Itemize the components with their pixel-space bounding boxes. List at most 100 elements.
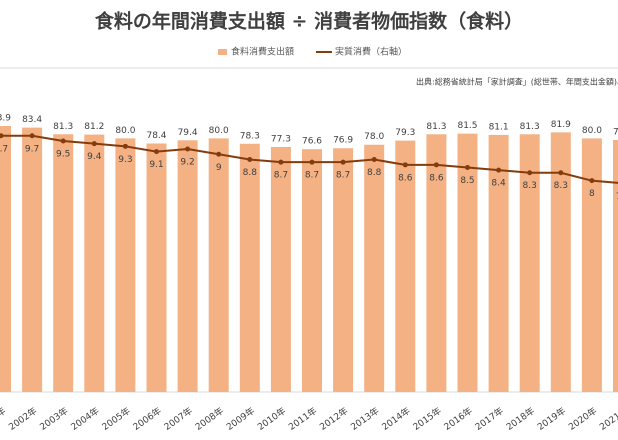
data-label: 76.9 (333, 136, 353, 146)
data-label: 81.2 (84, 122, 104, 132)
bar (519, 134, 540, 393)
bar (0, 126, 11, 393)
point (558, 170, 564, 176)
bar (488, 134, 509, 392)
bar (208, 138, 229, 392)
point (278, 159, 284, 165)
bar (84, 134, 105, 392)
data-label: 9.1 (149, 160, 163, 170)
point (465, 164, 470, 170)
x-tick-label: 2014年 (379, 405, 412, 433)
data-label: 8.6 (398, 173, 413, 183)
data-label: 80.0 (209, 126, 229, 136)
point (527, 170, 533, 176)
data-label: 8.4 (491, 179, 506, 189)
x-tick-label: 2017年 (473, 405, 506, 433)
x-tick-label: 2013年 (348, 405, 381, 433)
x-tick-label: 2021年 (597, 405, 618, 433)
point (185, 146, 191, 152)
bar (177, 140, 198, 392)
bar (22, 127, 43, 392)
point (247, 157, 253, 163)
data-label: 8.6 (429, 173, 444, 183)
x-tick-label: 2009年 (224, 405, 257, 433)
point (154, 149, 159, 155)
data-label: 78.3 (240, 131, 260, 141)
bar (581, 138, 602, 392)
bar (364, 144, 385, 392)
data-label: 9.4 (87, 152, 102, 162)
x-tick-label: 2004年 (68, 405, 101, 433)
data-label: 76.6 (302, 137, 322, 147)
data-label: 7.9 (616, 192, 618, 202)
data-label: 80.0 (115, 126, 135, 136)
bar (550, 132, 571, 392)
x-tick-label: 2012年 (317, 405, 350, 433)
data-label: 8 (589, 189, 595, 199)
data-label: 8.5 (460, 176, 474, 186)
bar (613, 139, 618, 392)
data-label: 8.3 (523, 181, 537, 191)
bar (395, 140, 416, 392)
data-label: 80.0 (582, 126, 602, 136)
data-label: 81.3 (520, 122, 540, 132)
point (60, 138, 66, 144)
data-label: 78.0 (364, 132, 384, 142)
point (340, 159, 346, 165)
bar (53, 134, 74, 393)
x-tick-label: 2010年 (255, 405, 288, 433)
legend-label: 食料消費支出額 (231, 46, 294, 58)
data-label: 77.3 (271, 134, 291, 144)
x-tick-label: 2011年 (286, 405, 319, 433)
point (496, 167, 502, 173)
data-label: 8.8 (367, 168, 382, 178)
data-label: 8.7 (305, 171, 319, 181)
x-tick-label: 2002年 (6, 405, 39, 433)
bar (302, 149, 322, 392)
x-tick-label: 2005年 (100, 405, 133, 433)
data-label: 9.3 (118, 155, 132, 165)
x-tick-label: 2008年 (193, 405, 226, 433)
point (29, 133, 35, 139)
point (371, 157, 377, 163)
data-label: 78.4 (146, 131, 166, 141)
data-label: 9.7 (25, 144, 39, 154)
x-tick-label: 2018年 (504, 405, 537, 433)
x-tick-label: 2019年 (535, 405, 568, 433)
x-tick-label: 2015年 (411, 405, 444, 433)
point (0, 133, 4, 139)
point (402, 162, 408, 168)
x-tick-label: 2007年 (162, 405, 195, 433)
bar (115, 138, 136, 392)
data-label: 8.7 (274, 171, 288, 181)
bar (333, 148, 354, 392)
x-tick-label: 2020年 (566, 405, 599, 433)
data-label: 83.9 (0, 114, 11, 124)
data-label: 81.3 (53, 122, 73, 132)
point (122, 143, 128, 149)
data-label: 81.5 (457, 121, 477, 131)
point (433, 162, 439, 168)
data-label: 81.3 (426, 122, 446, 132)
data-label: 9.7 (0, 144, 8, 154)
bar (239, 143, 260, 392)
point (216, 151, 222, 157)
data-label: 8.8 (243, 168, 258, 178)
legend-label: 実質消費（右軸） (335, 46, 407, 58)
data-label: 83.4 (22, 115, 42, 125)
chart-title: 食料の年間消費支出額 ÷ 消費者物価指数（食料） (95, 10, 523, 33)
data-label: 8.7 (336, 171, 350, 181)
bar (426, 134, 447, 393)
point (589, 178, 595, 184)
x-tick-label: 2016年 (442, 405, 475, 433)
data-label: 9.2 (180, 157, 194, 167)
x-tick-label: 2003年 (37, 405, 70, 433)
data-label: 79.5 (613, 127, 618, 137)
data-label: 79.3 (395, 128, 415, 138)
legend-swatch (218, 49, 227, 55)
data-label: 9 (216, 163, 222, 173)
data-label: 8.3 (554, 181, 568, 191)
bar (457, 133, 478, 392)
